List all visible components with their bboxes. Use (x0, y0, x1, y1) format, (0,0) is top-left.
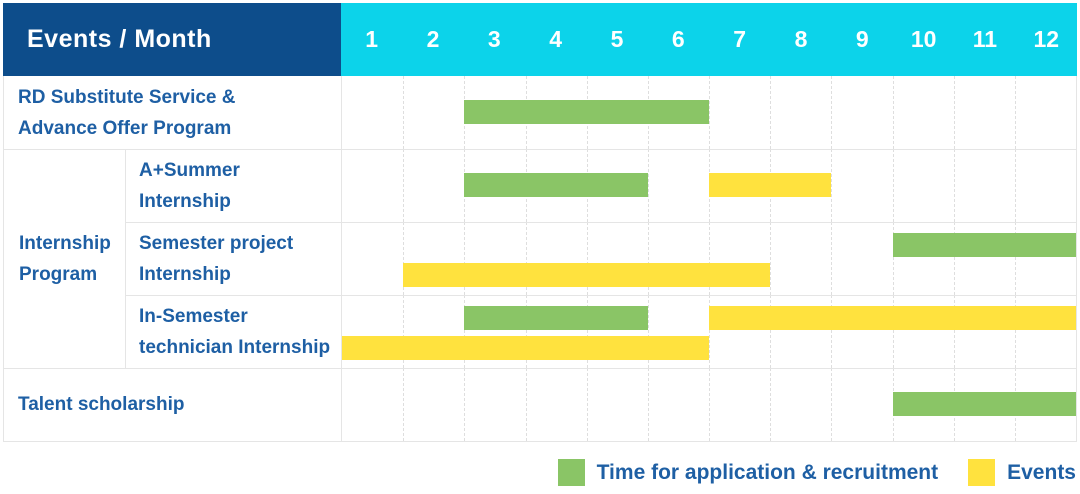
row-label: Talent scholarship (18, 394, 185, 415)
month-gridline (525, 295, 527, 368)
month-gridline (831, 76, 833, 149)
event-bar (709, 173, 832, 197)
month-gridline (525, 222, 527, 295)
row-chart-area (341, 295, 1076, 368)
application-color-swatch (557, 459, 585, 486)
month-gridline (831, 222, 833, 295)
gantt-table: Events / Month 1 2 3 4 5 6 7 8 9 10 11 12 RD Substi… (3, 3, 1077, 442)
row-chart-area (341, 222, 1076, 295)
month-gridline (709, 76, 710, 149)
month-column-header: 5 (610, 26, 624, 52)
application-bar (464, 100, 709, 124)
month-column-header: 2 (426, 26, 440, 52)
legend-label-application: Time for application & recruitment (596, 460, 939, 484)
month-gridline (403, 149, 405, 222)
month-gridline (464, 295, 466, 368)
month-gridline (709, 295, 710, 368)
month-gridline (770, 76, 772, 149)
month-gridline (953, 222, 955, 295)
events-color-swatch (968, 459, 996, 486)
gantt-row: Talent scholarship (4, 368, 1076, 441)
row-label: Semester project Internship (125, 222, 341, 295)
row-label: RD Substitute Service & Advance Offer Pr… (18, 86, 236, 139)
month-gridline (892, 76, 894, 149)
gantt-body: RD Substitute Service & Advance Offer Pr… (3, 76, 1077, 442)
row-label: In-Semester technician Internship (125, 295, 341, 368)
month-gridline (892, 222, 894, 295)
month-gridline (586, 222, 588, 295)
month-column-header: 10 (910, 26, 937, 52)
application-bar (892, 233, 1076, 257)
group-label-internship-program: Internship Program (19, 232, 111, 285)
month-column-header: 11 (972, 26, 998, 52)
month-gridline (525, 368, 527, 441)
month-gridline (403, 222, 405, 295)
row-chart-area (341, 76, 1076, 149)
row-divider (4, 368, 1076, 369)
month-gridline (1014, 295, 1016, 368)
gantt-row: RD Substitute Service & Advance Offer Pr… (4, 76, 1076, 149)
month-gridline (953, 295, 955, 368)
month-column-header: 3 (487, 26, 501, 52)
month-gridline (1014, 149, 1016, 222)
month-gridline (831, 368, 833, 441)
row-label: A+Summer Internship (125, 149, 341, 222)
month-gridline (586, 295, 588, 368)
row-divider (125, 295, 1076, 296)
month-gridline (464, 368, 466, 441)
month-gridline (770, 295, 772, 368)
month-gridline (709, 368, 710, 441)
legend: Time for application & recruitment Event… (3, 459, 1076, 486)
gantt-row: A+Summer Internship (4, 149, 1076, 222)
month-gridline (403, 76, 405, 149)
month-gridline (892, 149, 894, 222)
month-gridline (647, 295, 649, 368)
month-column-header: 4 (549, 26, 563, 52)
month-gridline (403, 368, 405, 441)
month-column-header: 8 (794, 26, 808, 52)
month-gridline (709, 222, 710, 295)
month-column-header: 12 (1033, 26, 1060, 52)
row-chart-area (341, 368, 1076, 441)
events-month-corner-header: Events / Month (3, 3, 341, 76)
month-gridline (647, 149, 649, 222)
month-gridline (953, 149, 955, 222)
month-gridline (1014, 76, 1016, 149)
row-divider (125, 222, 1076, 223)
gantt-row: Semester project Internship (4, 222, 1076, 295)
event-bar (342, 336, 709, 360)
legend-item-events: Events (968, 459, 1076, 486)
month-gridline (586, 368, 588, 441)
gantt-row: In-Semester technician Internship (4, 295, 1076, 368)
application-bar (464, 306, 648, 330)
event-bar (709, 306, 1076, 330)
month-header-strip: 1 2 3 4 5 6 7 8 9 10 11 12 (341, 3, 1077, 76)
month-gridline (831, 295, 833, 368)
row-divider (4, 149, 1076, 150)
month-column-header: 9 (855, 26, 869, 52)
month-gridline (1014, 222, 1016, 295)
month-gridline (647, 222, 649, 295)
legend-item-application: Time for application & recruitment (557, 459, 939, 486)
month-gridline (770, 368, 772, 441)
month-gridline (403, 295, 405, 368)
table-header-row: Events / Month 1 2 3 4 5 6 7 8 9 10 11 12 (3, 3, 1077, 76)
application-bar (464, 173, 648, 197)
month-gridline (770, 222, 772, 295)
month-gridline (953, 76, 955, 149)
legend-label-events: Events (1007, 460, 1076, 484)
row-chart-area (341, 149, 1076, 222)
application-bar (892, 392, 1076, 416)
month-gridline (831, 149, 833, 222)
event-bar (403, 263, 771, 287)
month-column-header: 1 (365, 26, 379, 52)
month-gridline (464, 222, 466, 295)
month-gridline (892, 295, 894, 368)
month-column-header: 7 (733, 26, 747, 52)
month-gridline (647, 368, 649, 441)
month-column-header: 6 (671, 26, 685, 52)
